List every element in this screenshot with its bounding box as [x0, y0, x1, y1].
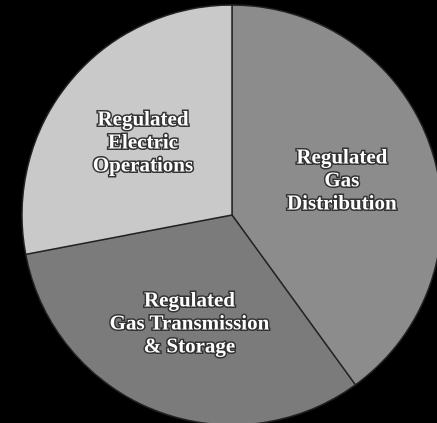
slice-label: Regulated Gas Distribution: [287, 144, 397, 214]
slice-label: Regulated Gas Transmission & Storage: [110, 287, 270, 357]
slice-label: Regulated Electric Operations: [93, 106, 193, 176]
pie-slice: [24, 214, 357, 423]
pie-slice: [21, 4, 233, 256]
pie-slice: [231, 4, 437, 386]
